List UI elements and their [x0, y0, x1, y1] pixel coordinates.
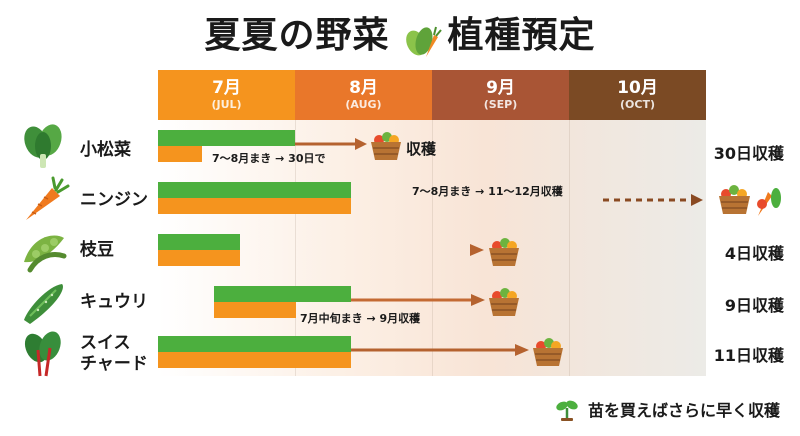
footer-note: 苗を買えばさらに早く収穫: [554, 396, 780, 422]
grow-bar: [158, 198, 351, 214]
komatsuna-icon: [24, 124, 62, 168]
dotted-arrow-icon: [351, 194, 703, 206]
timeline-grid: [158, 120, 706, 376]
vegetable-bundle-icon: [405, 26, 442, 57]
grow-bar: [158, 250, 240, 266]
month-name: 10月: [617, 78, 658, 99]
veg-name-line: チャード: [80, 354, 148, 375]
harvest-days: 4日収穫: [724, 244, 784, 263]
basket-icon: [489, 238, 519, 266]
veg-name-swiss-chard: スイス チャード: [80, 333, 148, 376]
month-sep: 9月 (SEP): [432, 70, 569, 120]
grid-line: [432, 120, 433, 376]
sow-bar: [158, 234, 240, 250]
veg-name: ニンジン: [80, 190, 148, 210]
harvest-basket-icon: [719, 185, 781, 216]
arrow-icon: [351, 344, 529, 356]
arrow-icon: [351, 294, 485, 306]
grid-line: [295, 120, 296, 376]
month-aug: 8月 (AUG): [295, 70, 432, 120]
sow-bar: [158, 336, 351, 352]
month-jul: 7月 (JUL): [158, 70, 295, 120]
arrow-icon: [240, 244, 484, 256]
footer-text: 苗を買えばさらに早く収穫: [587, 401, 780, 420]
month-oct: 10月 (OCT): [569, 70, 706, 120]
month-sub: (OCT): [620, 97, 655, 111]
month-sub: (JUL): [211, 97, 242, 111]
grow-bar: [158, 352, 351, 368]
title-text: 夏夏の野菜: [204, 15, 390, 56]
month-name: 8月: [349, 78, 378, 99]
harvest-days: 30日収穫: [713, 144, 784, 163]
basket-icon: [489, 288, 519, 316]
month-name: 9月: [486, 78, 515, 99]
veg-name: 小松菜: [80, 140, 131, 160]
swiss-chard-icon: [24, 331, 61, 377]
grow-bar: [158, 146, 202, 162]
month-header: 7月 (JUL) 8月 (AUG) 9月 (SEP) 10月 (OCT): [158, 70, 706, 120]
month-name: 7月: [212, 78, 241, 99]
row-note: 7～8月まき → 11～12月収穫: [412, 185, 563, 198]
basket-icon: [371, 132, 401, 160]
edamame-icon: [24, 235, 67, 273]
month-sub: (AUG): [345, 97, 382, 111]
carrot-icon: [26, 176, 70, 220]
row-note: 7～8月まき → 30日で: [212, 152, 326, 165]
harvest-days: 9日収穫: [724, 296, 784, 315]
harvest-days: 11日収穫: [713, 346, 784, 365]
cucumber-icon: [24, 284, 63, 324]
arrow-icon: [295, 138, 367, 150]
page-title: 夏夏の野菜 植種預定: [0, 8, 800, 64]
grid-line: [569, 120, 570, 376]
grow-bar: [214, 302, 296, 318]
sprout-icon: [556, 400, 578, 421]
sow-bar: [214, 286, 351, 302]
veg-name: 枝豆: [80, 240, 114, 260]
title-suffix: 植種預定: [447, 15, 596, 56]
sow-bar: [158, 130, 295, 146]
sow-bar: [158, 182, 351, 198]
month-sub: (SEP): [483, 97, 518, 111]
row-note: 7月中旬まき → 9月収穫: [300, 312, 421, 325]
veg-name-line: スイス: [80, 333, 131, 353]
veg-name: キュウリ: [80, 292, 148, 312]
harvest-text: 収穫: [406, 140, 437, 158]
basket-icon: [533, 338, 563, 366]
